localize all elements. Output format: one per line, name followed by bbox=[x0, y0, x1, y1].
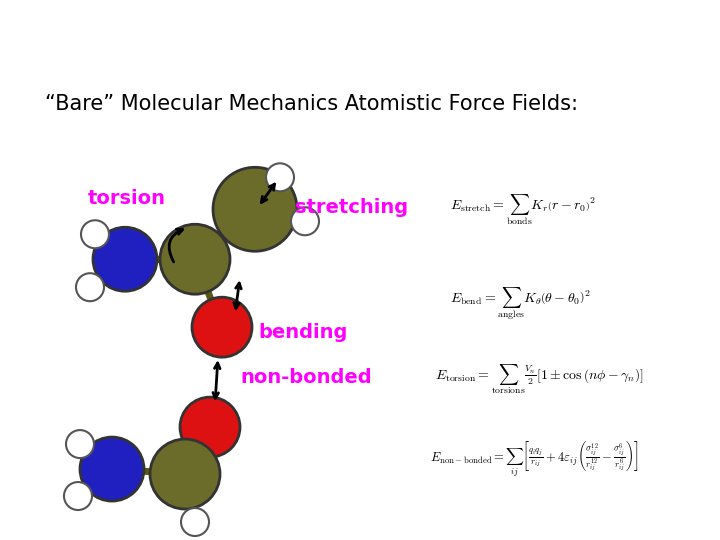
Text: stretching: stretching bbox=[295, 198, 408, 217]
Text: UNIVERSITY®: UNIVERSITY® bbox=[49, 42, 97, 48]
Circle shape bbox=[150, 439, 220, 509]
Circle shape bbox=[213, 167, 297, 251]
Bar bbox=[7, 8, 27, 26]
Text: non-bonded: non-bonded bbox=[240, 368, 372, 387]
Text: $E_{\rm bend}=\sum_{\rm angles}K_\theta\left(\theta-\theta_0\right)^2$: $E_{\rm bend}=\sum_{\rm angles}K_\theta\… bbox=[450, 286, 590, 322]
Circle shape bbox=[180, 397, 240, 457]
Circle shape bbox=[192, 297, 252, 357]
Circle shape bbox=[181, 508, 209, 536]
Bar bbox=[3, 1, 32, 58]
Circle shape bbox=[66, 430, 94, 458]
Circle shape bbox=[80, 437, 144, 501]
Circle shape bbox=[81, 220, 109, 248]
Text: torsion: torsion bbox=[88, 190, 166, 208]
Text: “Bare” Molecular Mechanics Atomistic Force Fields:: “Bare” Molecular Mechanics Atomistic For… bbox=[45, 94, 578, 114]
Text: $E_{\rm stretch}=\sum_{\rm bonds}K_r\left(r-r_0\right)^2$: $E_{\rm stretch}=\sum_{\rm bonds}K_r\lef… bbox=[450, 192, 596, 227]
Circle shape bbox=[64, 482, 92, 510]
Circle shape bbox=[160, 224, 230, 294]
Circle shape bbox=[76, 273, 104, 301]
Circle shape bbox=[291, 207, 319, 235]
Circle shape bbox=[93, 227, 157, 291]
Text: $E_{\rm torsion}=\sum_{\rm torsions}\frac{V_n}{2}\left[1\pm\cos\left(n\phi-\gamm: $E_{\rm torsion}=\sum_{\rm torsions}\fra… bbox=[435, 362, 644, 396]
Text: bending: bending bbox=[258, 323, 347, 342]
Circle shape bbox=[266, 163, 294, 191]
Bar bbox=[13, 24, 22, 56]
Text: $E_{\rm non-bonded}=\sum_{ij}\left[\frac{q_iq_j}{r_{ij}}+4\varepsilon_{ij}\left(: $E_{\rm non-bonded}=\sum_{ij}\left[\frac… bbox=[430, 440, 639, 478]
Text: TEMPLE: TEMPLE bbox=[47, 12, 141, 30]
